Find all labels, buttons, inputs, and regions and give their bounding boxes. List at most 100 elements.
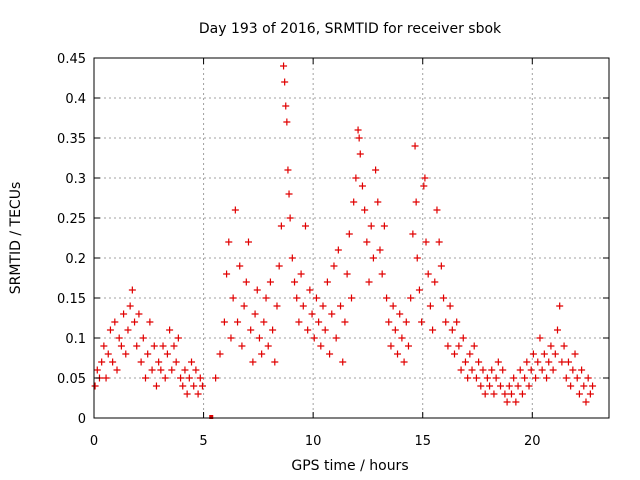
data-point: [172, 358, 180, 366]
data-point: [549, 366, 557, 374]
data-point: [413, 254, 421, 262]
data-point: [148, 366, 156, 374]
data-point: [573, 374, 581, 382]
data-point: [567, 382, 575, 390]
data-point: [560, 342, 568, 350]
data-point: [260, 318, 268, 326]
x-tick-label: 15: [414, 434, 431, 449]
data-point: [326, 350, 334, 358]
y-tick-label: 0.2: [65, 252, 86, 267]
data-point: [188, 358, 196, 366]
data-point: [179, 382, 187, 390]
data-point: [400, 358, 408, 366]
grid-lines: [94, 58, 609, 418]
data-point: [536, 334, 544, 342]
data-point: [286, 214, 294, 222]
data-point: [501, 390, 509, 398]
data-point: [128, 286, 136, 294]
data-point: [227, 334, 235, 342]
data-point: [466, 350, 474, 358]
data-point: [225, 238, 233, 246]
data-point: [192, 366, 200, 374]
data-point: [328, 310, 336, 318]
data-point: [483, 374, 491, 382]
data-point: [378, 270, 386, 278]
data-point: [155, 358, 163, 366]
data-point: [412, 198, 420, 206]
data-point: [223, 270, 231, 278]
data-point: [363, 238, 371, 246]
data-point: [387, 342, 395, 350]
data-point: [133, 342, 141, 350]
data-point: [345, 230, 353, 238]
x-tick-label: 5: [199, 434, 207, 449]
data-point: [532, 374, 540, 382]
data-point: [589, 382, 597, 390]
x-axis-title: GPS time / hours: [291, 458, 408, 474]
data-point: [120, 310, 128, 318]
y-tick-label: 0.15: [57, 292, 86, 307]
data-point: [488, 366, 496, 374]
data-point: [453, 318, 461, 326]
data-point: [282, 102, 290, 110]
data-point: [163, 350, 171, 358]
data-point: [177, 374, 185, 382]
data-point: [350, 198, 358, 206]
data-point: [283, 118, 291, 126]
data-point: [157, 366, 165, 374]
data-point: [100, 342, 108, 350]
y-axis-title: SRMTID / TECUs: [8, 182, 24, 295]
data-point: [104, 350, 112, 358]
data-point: [93, 366, 101, 374]
data-point: [166, 326, 174, 334]
data-point: [106, 326, 114, 334]
y-tick-label: 0.3: [65, 172, 86, 187]
data-point: [198, 382, 206, 390]
data-point: [242, 278, 250, 286]
data-point: [185, 374, 193, 382]
data-point: [411, 142, 419, 150]
data-point: [421, 174, 429, 182]
data-point: [168, 366, 176, 374]
data-point: [564, 358, 572, 366]
y-tick-label: 0.05: [57, 372, 86, 387]
data-point: [337, 302, 345, 310]
data-point: [142, 374, 149, 382]
data-point: [124, 326, 132, 334]
data-point: [319, 302, 327, 310]
data-point: [220, 318, 228, 326]
data-point: [212, 374, 220, 382]
data-point: [383, 294, 391, 302]
data-point: [514, 382, 522, 390]
data-point: [494, 358, 502, 366]
data-point: [571, 350, 579, 358]
data-point: [170, 342, 178, 350]
data-point: [354, 126, 362, 134]
data-point: [407, 294, 415, 302]
data-point: [231, 206, 239, 214]
data-point: [575, 390, 583, 398]
data-point: [518, 390, 526, 398]
data-point: [459, 334, 467, 342]
data-point: [448, 326, 456, 334]
data-point: [150, 342, 158, 350]
data-point: [503, 398, 511, 406]
data-point: [264, 342, 272, 350]
data-point: [249, 358, 257, 366]
data-point: [271, 358, 279, 366]
data-point: [229, 294, 237, 302]
data-point: [196, 374, 204, 382]
data-point: [418, 318, 426, 326]
data-point: [374, 198, 382, 206]
data-point: [297, 270, 305, 278]
data-point: [355, 134, 363, 142]
data-point: [457, 366, 465, 374]
data-point: [444, 342, 452, 350]
data-point: [269, 326, 277, 334]
data-point: [216, 350, 224, 358]
data-point: [426, 302, 434, 310]
data-point: [113, 366, 121, 374]
data-point: [144, 350, 152, 358]
data-point: [234, 318, 242, 326]
data-point: [183, 390, 191, 398]
